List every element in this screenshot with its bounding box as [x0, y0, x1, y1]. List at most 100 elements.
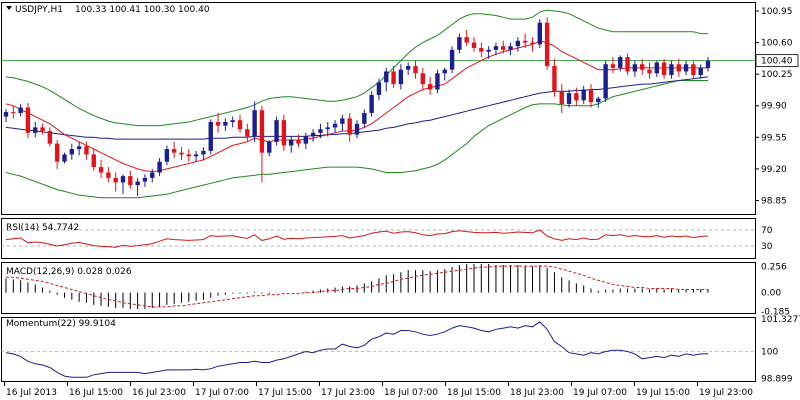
ohlc-label: 100.33 100.41 100.30 100.40 [75, 5, 210, 15]
candle-body [69, 149, 75, 155]
header: USDJPY,H1 100.33 100.41 100.30 100.40 [6, 5, 210, 15]
dropdown-triangle-icon[interactable] [6, 6, 12, 10]
candle [347, 112, 352, 142]
candle [186, 149, 192, 162]
candle-body [632, 64, 638, 72]
candle [647, 62, 652, 79]
candle-body [654, 62, 660, 74]
candle [632, 60, 638, 77]
candle-body [98, 167, 104, 173]
candle-body [596, 98, 601, 103]
candle [11, 105, 16, 119]
rsi-title: RSI(14) 54.7742 [6, 223, 79, 233]
candle [33, 121, 38, 138]
time-tick-label: 18 Jul 23:00 [510, 388, 564, 398]
candle-body [435, 73, 440, 90]
candle [128, 170, 133, 189]
candle-body [281, 120, 287, 146]
candle [515, 37, 521, 52]
candle-body [113, 177, 118, 183]
candle [208, 119, 213, 155]
candle-body [33, 127, 38, 133]
candle-body [376, 82, 382, 95]
candle [332, 120, 338, 133]
rsi-tick-label: 70 [761, 226, 773, 236]
candle [457, 33, 462, 54]
macd-tick-label: -0.185 [761, 307, 790, 317]
candle [581, 85, 586, 104]
momentum-tick-label: 98.899 [761, 375, 793, 385]
candle-body [310, 132, 316, 137]
candle-body [398, 69, 404, 85]
time-tick-label: 18 Jul 07:00 [384, 388, 438, 398]
macd-title: MACD(12,26,9) 0.028 0.026 [6, 267, 132, 277]
candle-body [354, 123, 360, 135]
candle-body [47, 131, 53, 144]
candle [113, 172, 118, 192]
candle-body [471, 42, 477, 49]
candle-body [303, 136, 309, 144]
candle-body [120, 176, 126, 183]
candle-body [128, 176, 133, 186]
candle [179, 147, 184, 160]
rsi-pane-frame [1, 218, 756, 259]
price-tick-label: 99.20 [761, 165, 787, 175]
candle-body [135, 181, 140, 186]
candle-body [40, 127, 45, 132]
candle-body [369, 94, 374, 113]
candle-body [698, 67, 703, 76]
candle [544, 17, 550, 70]
candle [376, 78, 382, 101]
candle [340, 114, 345, 132]
symbol-label: USDJPY,H1 [15, 5, 63, 15]
momentum-tick-label: 100 [761, 347, 778, 357]
candle [449, 46, 455, 74]
reference-lines [1, 60, 755, 352]
candle-body [669, 64, 674, 76]
time-tick-label: 19 Jul 15:00 [636, 388, 690, 398]
macd-pane-frame [1, 262, 756, 314]
candle-body [193, 154, 199, 157]
candle-body [427, 84, 433, 90]
candle [230, 116, 235, 128]
candle [362, 109, 367, 128]
candle [705, 57, 711, 72]
candle-body [157, 161, 162, 173]
candle [18, 103, 23, 117]
candle-body [508, 46, 513, 50]
candle [669, 60, 674, 79]
time-tick-label: 19 Jul 23:00 [699, 388, 753, 398]
pane-frames [1, 2, 756, 382]
time-tick-label: 16 Jul 2013 [6, 388, 57, 398]
candle-body [610, 64, 616, 68]
bollinger-lower-line [5, 80, 708, 199]
candle-body [413, 66, 418, 74]
candle [493, 42, 499, 56]
bollinger-upper-line [5, 9, 708, 127]
candle-body [347, 118, 352, 135]
candle-body [259, 110, 265, 153]
candle [98, 159, 104, 178]
rsi-tick-label: 30 [761, 242, 773, 252]
candle-body [559, 91, 564, 104]
candle-body [603, 64, 608, 99]
candle [201, 147, 206, 160]
candle-body [11, 112, 16, 114]
candle-body [457, 37, 462, 50]
time-tick-label: 17 Jul 23:00 [321, 388, 375, 398]
candle [471, 37, 477, 52]
candle-body [84, 146, 89, 155]
candle-body [18, 107, 23, 113]
candle [603, 60, 608, 103]
candle [171, 141, 177, 159]
candle-body [186, 154, 192, 157]
time-tick-label: 18 Jul 15:00 [447, 388, 501, 398]
candle-body [544, 22, 550, 67]
price-tick-label: 98.85 [761, 196, 787, 206]
candle [698, 64, 703, 79]
momentum-title: Momentum(22) 99.9104 [6, 319, 116, 329]
candle-body [91, 154, 96, 168]
candle [486, 46, 491, 59]
momentum-line [5, 321, 709, 378]
candle [508, 42, 513, 56]
